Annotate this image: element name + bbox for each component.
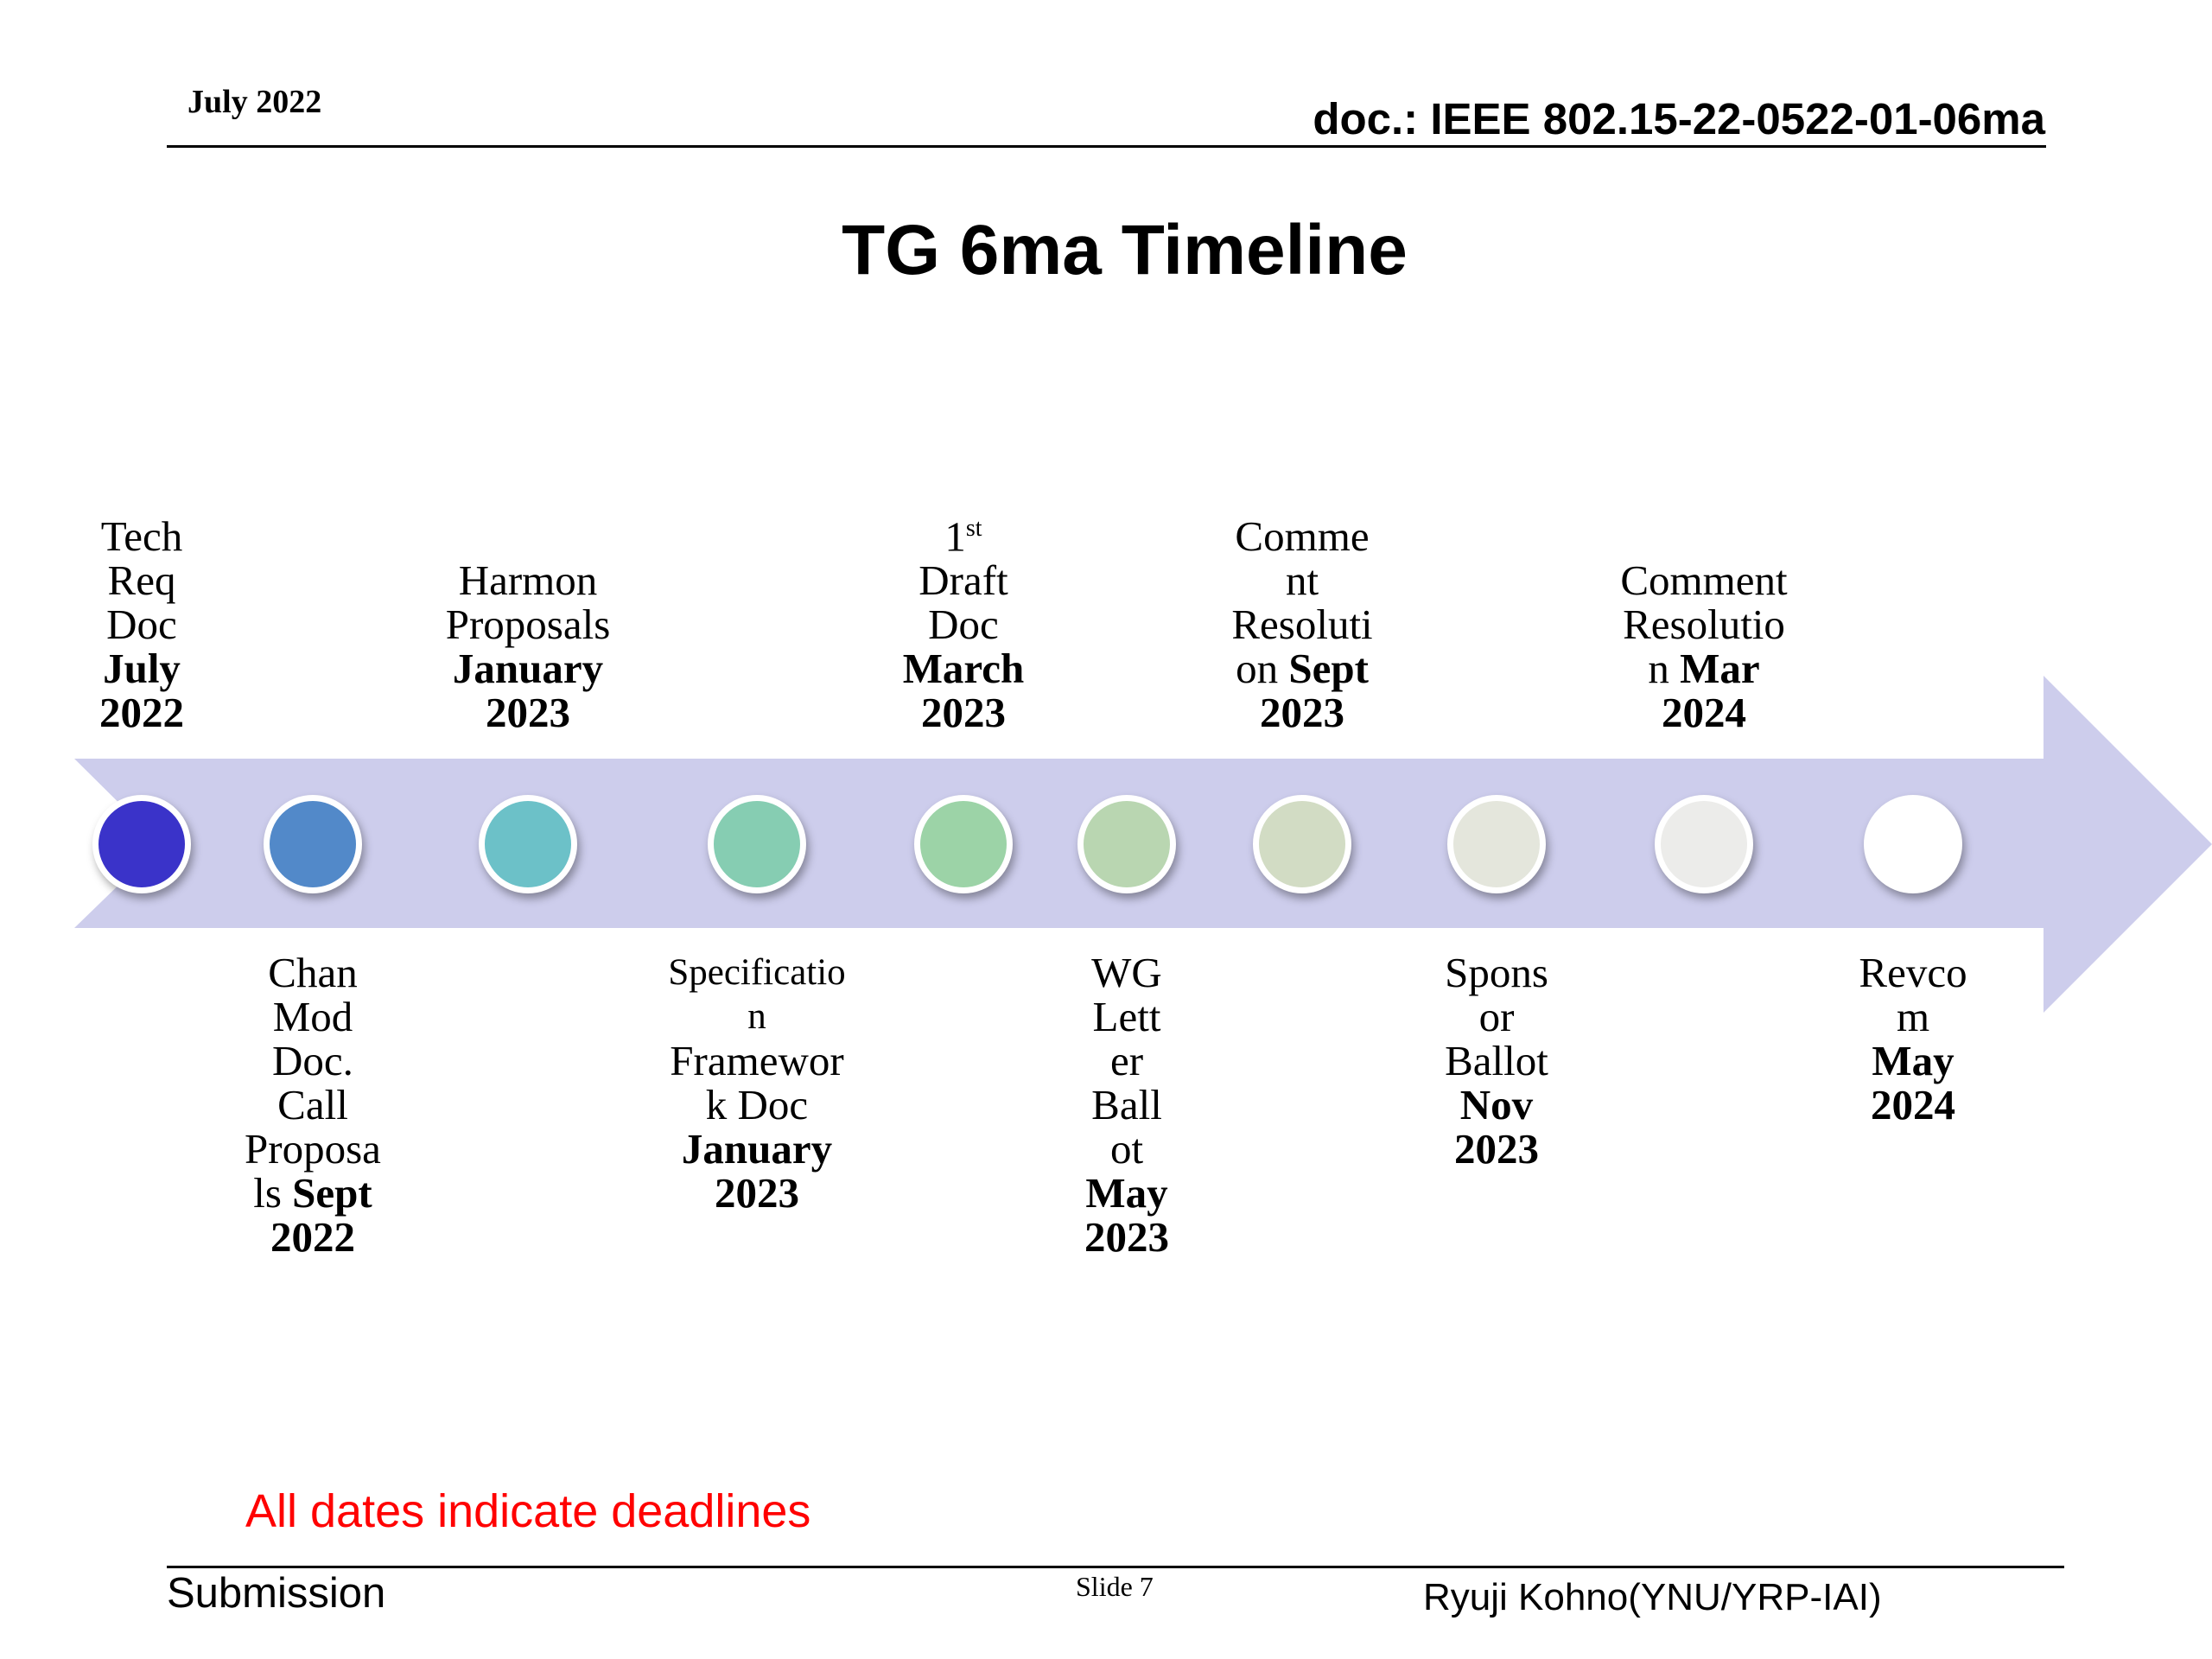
- milestone-name-line: k Doc: [705, 1081, 809, 1128]
- milestone-name-line: Doc.: [272, 1037, 353, 1084]
- milestone-label-wg-letter-ballot: WG Lett er Ball ot May 2023: [1014, 950, 1239, 1259]
- milestone-name-line: or: [1478, 993, 1515, 1040]
- milestone-name-line: n: [747, 996, 766, 1037]
- milestone-name-line: Tech: [100, 512, 183, 560]
- milestone-dot-first-draft: [914, 795, 1013, 893]
- footer-author: Ryuji Kohno(YNU/YRP-IAI): [1423, 1576, 1882, 1618]
- milestone-name-line: Proposals: [445, 601, 611, 648]
- milestone-label-revcom: Revco m May 2024: [1801, 950, 2025, 1127]
- milestone-dot-chan-mod-doc: [264, 795, 362, 893]
- milestone-name-line: er: [1109, 1037, 1144, 1084]
- milestone-name-line: Resolutio: [1623, 601, 1785, 648]
- deadline-note: All dates indicate deadlines: [245, 1485, 811, 1537]
- milestone-name-line: Ballot: [1445, 1037, 1548, 1084]
- milestone-name-line: WG: [1091, 949, 1162, 996]
- mixed-prefix: n: [1648, 645, 1681, 692]
- mixed-prefix: on: [1236, 645, 1289, 692]
- milestone-dot-sponsor-ballot: [1447, 795, 1546, 893]
- milestone-name-line: Doc: [106, 601, 177, 648]
- ordinal-suffix: st: [965, 514, 982, 542]
- milestone-date-line: 2023: [486, 689, 570, 736]
- milestone-name-line: Comme: [1235, 512, 1370, 560]
- milestone-mixed-line: on Sept: [1190, 646, 1414, 690]
- header-doc-id: doc.: IEEE 802.15-22-0522-01-06ma: [1313, 94, 2045, 143]
- milestone-label-comment-resolution-mar: Comment Resolutio n Mar 2024: [1592, 558, 1816, 734]
- footer-rule: [167, 1566, 2064, 1568]
- milestone-dot-tech-req-doc: [92, 795, 191, 893]
- milestone-label-specification-framework: Specificatio n Framewor k Doc January 20…: [645, 950, 869, 1215]
- milestone-dot-wg-letter-ballot: [1077, 795, 1176, 893]
- milestone-dot-specification-framework: [708, 795, 806, 893]
- milestone-name-line: Lett: [1092, 993, 1161, 1040]
- milestone-date-line: March: [902, 645, 1025, 692]
- milestone-name-line: Mod: [272, 993, 353, 1040]
- milestone-label-comment-resolution-sept: Comme nt Resoluti on Sept 2023: [1190, 514, 1414, 734]
- milestone-name-line: Ball: [1091, 1081, 1162, 1128]
- milestone-date-line: Nov: [1459, 1081, 1534, 1128]
- milestone-label-chan-mod-doc: Chan Mod Doc. Call Proposa ls Sept 2022: [200, 950, 425, 1259]
- milestone-date-line: 2023: [1260, 689, 1344, 736]
- footer-slide-number: Slide 7: [1076, 1571, 1154, 1602]
- milestone-date-line: 2023: [921, 689, 1006, 736]
- milestone-date-line: 2023: [1084, 1213, 1169, 1261]
- milestone-name-line: Comment: [1620, 556, 1788, 604]
- milestone-name-line: ot: [1109, 1125, 1144, 1173]
- milestone-date-line: May: [1872, 1037, 1955, 1084]
- milestone-dot-comment-resolution-sept: [1253, 795, 1351, 893]
- milestone-label-first-draft-doc: 1st Draft Doc March 2023: [851, 506, 1076, 734]
- milestone-name-line: Draft: [918, 556, 1008, 604]
- milestone-date-line: 2024: [1662, 689, 1746, 736]
- slide-title: TG 6ma Timeline: [842, 211, 1408, 289]
- milestone-name-line: Spons: [1445, 949, 1548, 996]
- milestone-name-line: Resoluti: [1231, 601, 1373, 648]
- milestone-name-line: Specificatio: [668, 952, 846, 993]
- mixed-prefix: ls: [253, 1169, 293, 1217]
- milestone-date-line: 2023: [1454, 1125, 1539, 1173]
- footer-submission: Submission: [167, 1570, 386, 1617]
- milestone-name-line: Revco: [1859, 949, 1967, 996]
- milestone-dot-harmon-proposals: [479, 795, 577, 893]
- header-rule: [167, 145, 2046, 148]
- milestone-label-sponsor-ballot: Spons or Ballot Nov 2023: [1384, 950, 1609, 1171]
- milestone-date-line: January: [681, 1125, 833, 1173]
- milestone-date-line: 2022: [99, 689, 184, 736]
- milestone-name-line: Proposa: [245, 1125, 381, 1173]
- milestone-name-line: nt: [1285, 556, 1319, 604]
- milestone-date-line: May: [1085, 1169, 1168, 1217]
- milestone-mixed-line: n Mar: [1592, 646, 1816, 690]
- milestone-date-line: 2022: [270, 1213, 355, 1261]
- mixed-bold: Sept: [292, 1169, 372, 1217]
- milestone-name-line: Framewor: [670, 1037, 844, 1084]
- milestone-name-line: m: [1896, 993, 1930, 1040]
- milestone-date-line: 2023: [715, 1169, 799, 1217]
- milestone-date-line: January: [452, 645, 604, 692]
- ordinal-number: 1: [944, 512, 966, 560]
- milestone-name-line: Req: [107, 556, 176, 604]
- milestone-dot-comment-resolution-mar: [1655, 795, 1753, 893]
- mixed-bold: Mar: [1680, 645, 1760, 692]
- milestone-date-line: 2024: [1871, 1081, 1955, 1128]
- milestone-name-line: Chan: [268, 949, 358, 996]
- milestone-dot-revcom: [1864, 795, 1962, 893]
- milestone-label-tech-req-doc: Tech Req Doc July 2022: [29, 514, 254, 734]
- header-date: July 2022: [188, 84, 322, 120]
- milestone-name-line: Call: [277, 1081, 348, 1128]
- milestone-label-harmon-proposals: Harmon Proposals January 2023: [416, 558, 640, 734]
- milestone-date-line: July: [103, 645, 181, 692]
- mixed-bold: Sept: [1288, 645, 1369, 692]
- milestone-name-line: Harmon: [458, 556, 598, 604]
- milestone-name-line: 1st: [851, 506, 1076, 558]
- milestone-mixed-line: ls Sept: [200, 1171, 425, 1215]
- milestone-name-line: Doc: [928, 601, 999, 648]
